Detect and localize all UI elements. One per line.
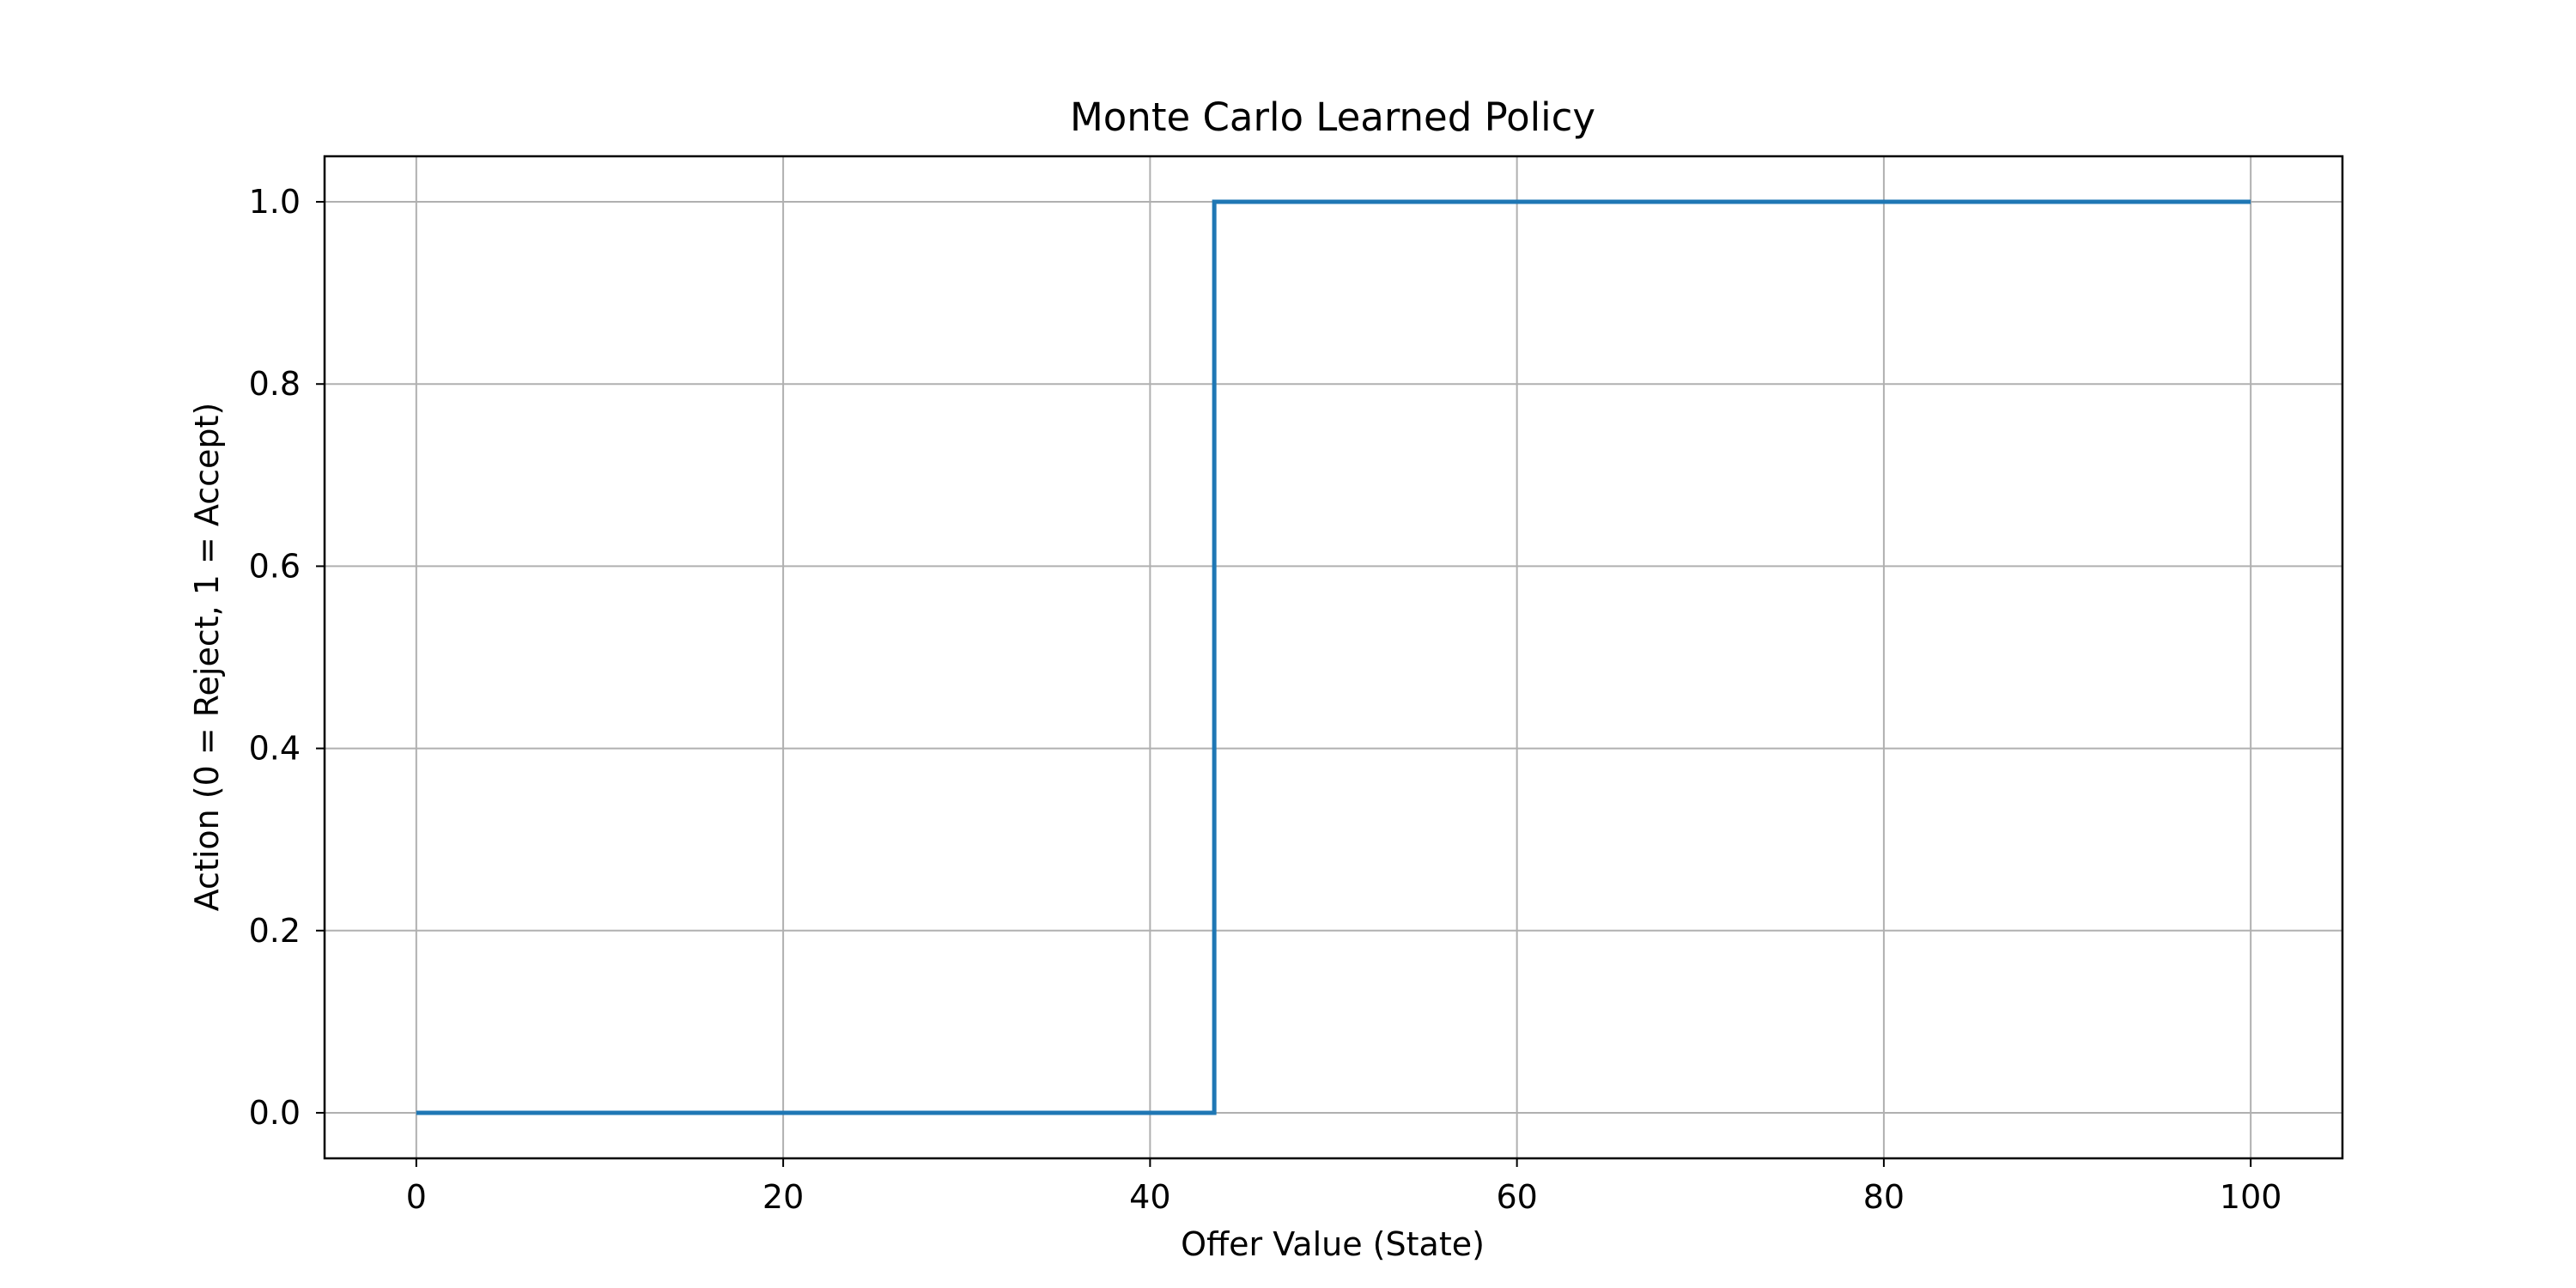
y-tick-label: 0.4 (249, 730, 301, 768)
x-axis-label: Offer Value (State) (1181, 1225, 1485, 1263)
x-tick-label: 20 (762, 1178, 804, 1216)
y-tick-label: 0.6 (249, 547, 301, 585)
y-axis-label: Action (0 = Reject, 1 = Accept) (188, 403, 226, 912)
tick-layer: 0 20 40 60 80 100 0.0 0.2 0.4 0.6 0.8 1.0 (249, 183, 2282, 1216)
x-tick-label: 40 (1129, 1178, 1170, 1216)
x-tick-label: 0 (406, 1178, 427, 1216)
x-tick-label: 80 (1863, 1178, 1905, 1216)
plot-frame (323, 155, 2344, 1160)
y-tick-label: 0.8 (249, 365, 301, 403)
x-tick-label: 100 (2220, 1178, 2282, 1216)
y-tick-label: 1.0 (249, 183, 301, 221)
x-tick-label: 60 (1496, 1178, 1537, 1216)
y-tick-label: 0.2 (249, 912, 301, 950)
chart-title: Monte Carlo Learned Policy (1070, 94, 1595, 140)
series-layer (416, 199, 2251, 1115)
y-tick-label: 0.0 (249, 1094, 301, 1132)
policy-series-line (416, 199, 2251, 1115)
grid-layer (325, 156, 2342, 1158)
